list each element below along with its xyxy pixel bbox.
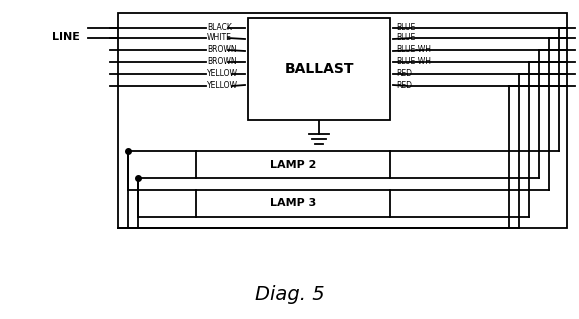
Text: LAMP 3: LAMP 3 — [270, 198, 316, 209]
Text: BLUE-WH: BLUE-WH — [396, 57, 431, 66]
Text: RED: RED — [396, 70, 412, 78]
Text: BALLAST: BALLAST — [284, 62, 354, 76]
Text: YELLOW: YELLOW — [207, 81, 238, 91]
Bar — [118, 13, 567, 228]
Text: BLUE: BLUE — [396, 33, 415, 42]
Text: BLACK: BLACK — [207, 24, 232, 33]
Text: YELLOW: YELLOW — [207, 70, 238, 78]
Text: BROWN: BROWN — [207, 57, 237, 66]
Text: BLUE-WH: BLUE-WH — [396, 46, 431, 55]
Text: Diag. 5: Diag. 5 — [255, 286, 324, 305]
Text: LINE: LINE — [52, 32, 80, 42]
Text: BROWN: BROWN — [207, 46, 237, 55]
Text: LAMP 2: LAMP 2 — [270, 160, 316, 169]
Text: BLUE: BLUE — [396, 24, 415, 33]
Bar — [196, 190, 390, 217]
Bar — [196, 151, 390, 178]
Text: WHITE: WHITE — [207, 33, 232, 42]
Text: RED: RED — [396, 81, 412, 91]
Bar — [248, 18, 390, 120]
